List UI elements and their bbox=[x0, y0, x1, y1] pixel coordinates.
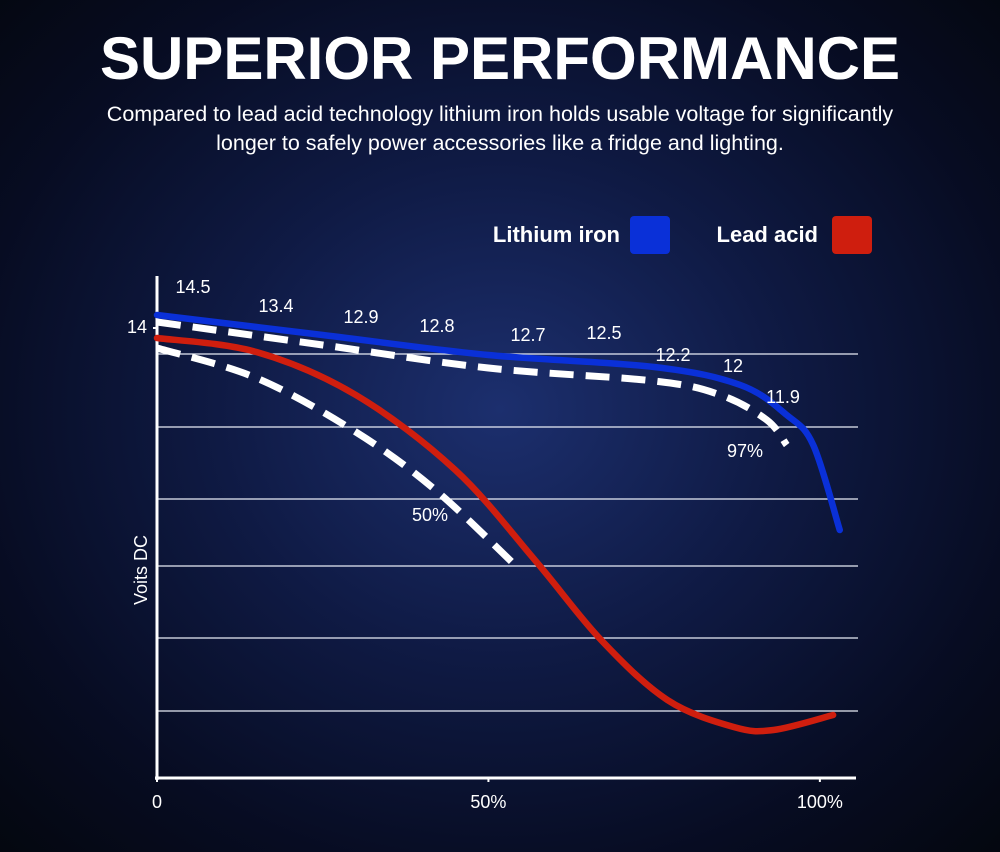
line bbox=[153, 334, 837, 735]
x-tick-label: 50% bbox=[470, 792, 506, 812]
annotation: 97% bbox=[727, 441, 763, 461]
annotation: 12.7 bbox=[510, 325, 545, 345]
y-axis-label: Voits DC bbox=[131, 535, 151, 605]
grid bbox=[157, 353, 858, 712]
subtitle: Compared to lead acid technology lithium… bbox=[106, 102, 894, 155]
x-tick-label: 0 bbox=[152, 792, 162, 812]
annotation: 11.9 bbox=[766, 387, 800, 407]
title: SUPERIOR PERFORMANCE bbox=[99, 25, 901, 92]
x-tick-label: 100% bbox=[797, 792, 843, 812]
annotation: 12.9 bbox=[343, 307, 378, 327]
line bbox=[153, 311, 843, 534]
legend-label: Lead acid bbox=[717, 222, 818, 247]
annotation: 13.4 bbox=[258, 296, 293, 316]
annotation: 12.2 bbox=[655, 345, 690, 365]
annotation: 12.8 bbox=[419, 316, 454, 336]
annotation: 14.5 bbox=[175, 277, 210, 297]
dashed-line bbox=[155, 344, 518, 568]
legend-swatch bbox=[630, 216, 670, 254]
annotation: 50% bbox=[412, 505, 448, 525]
annotation: 12.5 bbox=[586, 323, 621, 343]
annotation: 12 bbox=[723, 356, 743, 376]
y-tick-label: 14 bbox=[127, 317, 147, 337]
legend-swatch bbox=[832, 216, 872, 254]
dashed-line bbox=[156, 318, 790, 448]
legend-label: Lithium iron bbox=[493, 222, 620, 247]
